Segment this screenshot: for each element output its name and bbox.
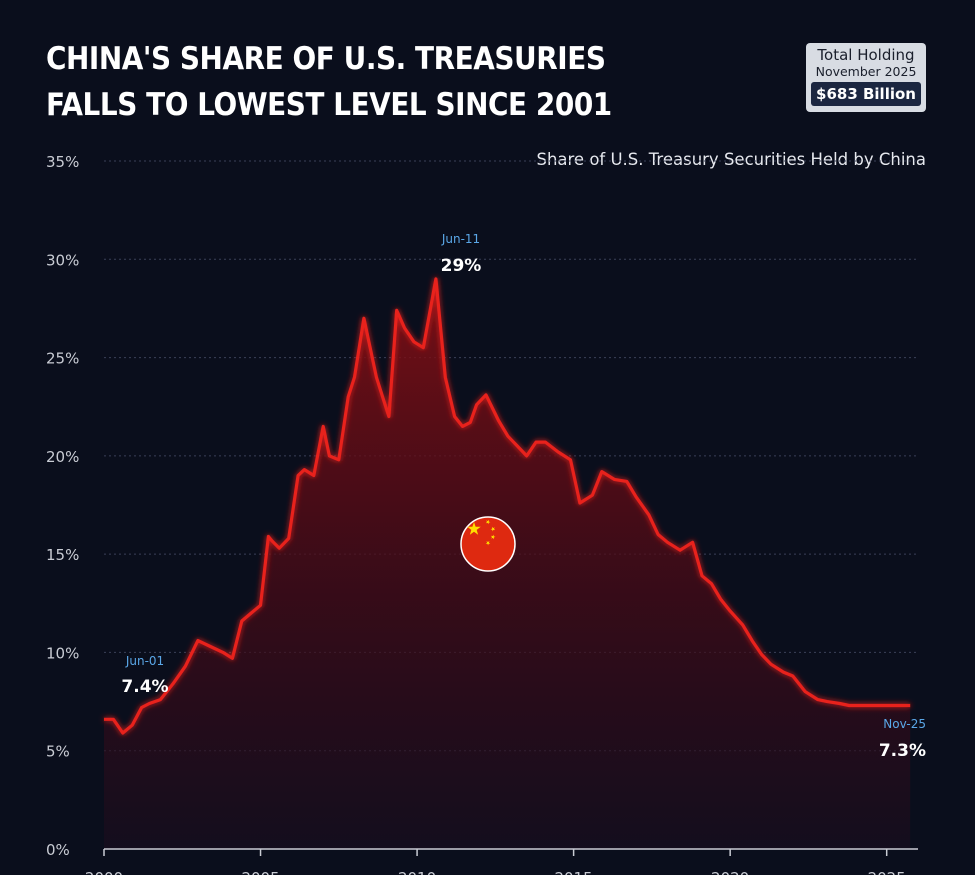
y-tick-label: 35%	[46, 153, 79, 171]
x-axis: 2000 2005 2010 2015 2020 2025	[85, 848, 918, 875]
x-tick-label: 2020	[711, 869, 749, 875]
y-tick-label: 10%	[46, 644, 79, 662]
page-title: CHINA'S SHARE OF U.S. TREASURIES FALLS T…	[46, 36, 612, 128]
holding-date: November 2025	[815, 64, 917, 79]
annotation-value: 29%	[441, 256, 482, 276]
annotation-value: 7.4%	[121, 677, 168, 697]
annotation-date: Jun-01	[125, 654, 164, 668]
total-holding-box: Total Holding November 2025 $683 Billion	[806, 43, 926, 112]
x-tick-label: 2010	[398, 869, 436, 875]
x-tick-label: 2025	[868, 869, 906, 875]
annotation-value: 7.3%	[879, 741, 926, 761]
title-line-2: FALLS TO LOWEST LEVEL SINCE 2001	[46, 87, 612, 123]
holding-label: Total Holding	[817, 46, 915, 64]
y-tick-label: 25%	[46, 350, 79, 368]
holding-value: $683 Billion	[811, 82, 921, 106]
title-line-1: CHINA'S SHARE OF U.S. TREASURIES	[46, 41, 606, 77]
y-tick-label: 30%	[46, 251, 79, 269]
annotation-date: Nov-25	[883, 717, 926, 731]
china-flag-icon	[460, 516, 516, 572]
y-tick-label: 20%	[46, 448, 79, 466]
annotations: Jun-01 7.4% Jun-11 29% Nov-25 7.3%	[121, 232, 926, 761]
chart-subtitle: Share of U.S. Treasury Securities Held b…	[536, 150, 926, 169]
y-tick-label: 5%	[46, 743, 70, 761]
y-tick-label: 15%	[46, 546, 79, 564]
annotation-date: Jun-11	[441, 232, 480, 246]
x-tick-label: 2015	[555, 869, 593, 875]
share-line	[104, 277, 911, 735]
x-tick-label: 2005	[241, 869, 279, 875]
y-axis-ticks: 0% 5% 10% 15% 20% 25% 30% 35%	[46, 153, 79, 859]
y-tick-label: 0%	[46, 841, 70, 859]
x-tick-label: 2000	[85, 869, 123, 875]
